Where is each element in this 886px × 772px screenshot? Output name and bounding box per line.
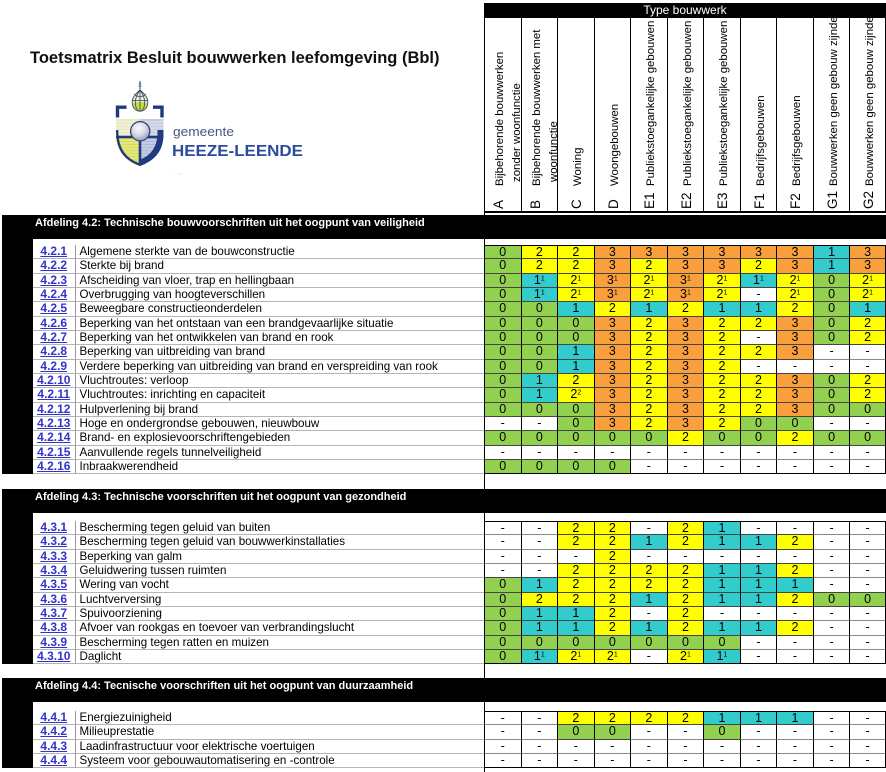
svg-text:gemeente: gemeente — [173, 124, 234, 139]
svg-text:HEEZE-LEENDE: HEEZE-LEENDE — [172, 143, 303, 160]
svg-text:· ·.: · ·. — [173, 170, 181, 177]
